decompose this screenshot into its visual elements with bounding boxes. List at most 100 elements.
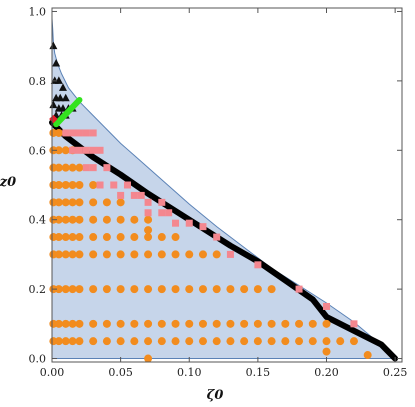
square-point bbox=[117, 191, 125, 199]
circle-point bbox=[89, 215, 98, 224]
circle-point bbox=[49, 181, 58, 189]
circle-point bbox=[54, 337, 63, 346]
square-point bbox=[144, 209, 152, 217]
circle-point bbox=[68, 233, 77, 242]
circle-point bbox=[89, 285, 98, 294]
circle-point bbox=[349, 337, 358, 346]
circle-point bbox=[240, 337, 249, 346]
axes: 0.00 0.05 0.10 0.15 0.20 0.25 0.0 0.2 0.4 0.6 0.8 1… bbox=[29, 5, 408, 379]
circle-point bbox=[89, 319, 98, 328]
circle-point bbox=[54, 181, 63, 189]
square-point bbox=[350, 320, 358, 328]
circle-point bbox=[267, 337, 276, 346]
circle-point bbox=[68, 181, 77, 189]
circle-point bbox=[130, 285, 139, 294]
square-point bbox=[96, 181, 104, 189]
circle-point bbox=[130, 215, 139, 224]
circle-point bbox=[240, 319, 249, 328]
circle-point bbox=[157, 250, 166, 259]
square-point bbox=[158, 209, 166, 217]
circle-point bbox=[253, 285, 262, 294]
circle-point bbox=[89, 337, 98, 346]
x-axis-label: ζ0 bbox=[207, 388, 224, 403]
shaded-region bbox=[51, 18, 397, 359]
circle-point bbox=[185, 250, 194, 259]
circle-point bbox=[116, 198, 125, 207]
square-point bbox=[110, 181, 118, 189]
circle-point bbox=[144, 250, 153, 259]
circle-point bbox=[49, 163, 58, 172]
circle-point bbox=[102, 198, 111, 207]
y-tick-label: 0.8 bbox=[29, 75, 47, 88]
circle-point bbox=[144, 233, 153, 242]
circle-point bbox=[171, 337, 180, 346]
circle-point bbox=[281, 337, 290, 346]
circle-point bbox=[295, 319, 304, 328]
circle-point bbox=[102, 250, 111, 259]
circle-point bbox=[75, 163, 84, 172]
square-point bbox=[144, 198, 152, 206]
circle-point bbox=[61, 250, 70, 259]
y-axis-label: z0 bbox=[0, 175, 16, 190]
square-point bbox=[165, 209, 173, 217]
circle-point bbox=[130, 233, 139, 242]
circle-point bbox=[102, 233, 111, 242]
circle-point bbox=[322, 347, 331, 356]
square-point bbox=[254, 261, 262, 269]
plot-frame bbox=[51, 7, 403, 363]
circle-point bbox=[61, 163, 70, 172]
circle-point bbox=[102, 285, 111, 294]
x-tick-label: 0.00 bbox=[40, 366, 65, 379]
circle-point bbox=[185, 285, 194, 294]
circle-point bbox=[253, 337, 262, 346]
circle-point bbox=[116, 250, 125, 259]
circle-point bbox=[212, 285, 221, 294]
circle-point bbox=[322, 337, 331, 346]
circle-point bbox=[89, 198, 98, 207]
circle-point bbox=[68, 215, 77, 224]
square-point bbox=[199, 223, 207, 231]
circle-point bbox=[240, 285, 249, 294]
circle-point bbox=[198, 285, 207, 294]
circle-point bbox=[49, 128, 58, 137]
square-point bbox=[137, 191, 145, 199]
circle-point bbox=[75, 319, 84, 328]
square-point bbox=[75, 146, 83, 154]
square-point bbox=[96, 146, 104, 154]
triangle-point bbox=[58, 83, 67, 91]
circle-point bbox=[116, 319, 125, 328]
circle-point bbox=[308, 337, 317, 346]
circle-point bbox=[198, 250, 207, 259]
circle-point bbox=[267, 285, 276, 294]
triangle-point bbox=[56, 93, 65, 102]
circle-point bbox=[226, 337, 235, 346]
circle-point bbox=[75, 285, 84, 294]
circle-point bbox=[61, 285, 70, 294]
square-point bbox=[130, 191, 138, 199]
circle-point bbox=[308, 319, 317, 328]
circle-point bbox=[157, 233, 166, 242]
circle-point bbox=[185, 337, 194, 346]
circle-point bbox=[54, 319, 63, 328]
circle-point bbox=[61, 146, 70, 155]
x-tick-label: 0.25 bbox=[383, 366, 408, 379]
square-point bbox=[213, 233, 221, 241]
circle-point bbox=[61, 181, 70, 189]
circle-point bbox=[61, 198, 70, 207]
circle-point bbox=[61, 233, 70, 242]
circle-point bbox=[363, 351, 372, 360]
circle-point bbox=[68, 163, 77, 172]
square-point bbox=[82, 164, 90, 172]
circle-point bbox=[54, 198, 63, 207]
circle-point bbox=[130, 337, 139, 346]
circle-point bbox=[253, 319, 262, 328]
square-point bbox=[89, 164, 97, 172]
square-point bbox=[123, 181, 131, 189]
circle-point bbox=[212, 319, 221, 328]
circle-point bbox=[322, 319, 331, 328]
circle-point bbox=[89, 181, 98, 189]
red-marker bbox=[49, 114, 58, 124]
triangle-point bbox=[54, 76, 63, 84]
triangle-point bbox=[49, 100, 58, 109]
